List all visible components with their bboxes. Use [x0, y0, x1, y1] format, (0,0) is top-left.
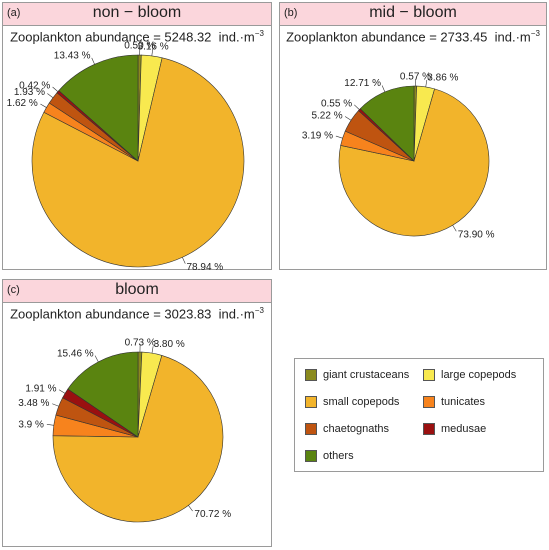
legend-label: medusae	[441, 423, 487, 435]
pie-chart-bloom: 0.73 %3.80 % 70.72 % 3.9 % 3.48 % 1.91 % 15.4…	[18, 338, 231, 523]
legend-swatch	[423, 423, 435, 435]
panel-non-bloom: (a) non − bloom Zooplankton abundance = …	[2, 2, 272, 273]
panel-title: mid − bloom	[369, 4, 457, 21]
panel-letter: (b)	[284, 7, 298, 19]
abundance-value: Zooplankton abundance = 5248.32	[10, 29, 212, 45]
pie-chart-mid-bloom: 0.57 %3.86 % 73.90 % 3.19 % 5.22 %0.55 % 12.…	[302, 72, 495, 241]
abundance-unit: ind.·m	[218, 306, 255, 322]
slice-label-medusae: 0.42 %	[19, 81, 50, 92]
slice-label-others: 12.71 %	[344, 78, 381, 89]
label-leader-line	[52, 86, 59, 92]
label-leader-line	[344, 116, 352, 121]
label-leader-line	[94, 355, 99, 362]
slice-label-others: 13.43 %	[54, 51, 91, 62]
legend-swatch	[423, 369, 435, 381]
pie-chart-non-bloom: 0.50 %3.16 % 78.94 % 1.62 %1.93 %0.42 % 13.…	[7, 41, 245, 273]
label-leader-line	[91, 57, 95, 65]
legend-swatch	[305, 450, 317, 462]
panel-bloom: (c) bloom Zooplankton abundance = 3023.8…	[2, 279, 272, 547]
pie-slice-small-copepods	[338, 88, 490, 237]
slice-label-medusae: 0.55 %	[321, 98, 352, 109]
legend-label: others	[323, 450, 354, 462]
legend-item-chaetognaths: chaetognaths	[305, 423, 389, 435]
slice-label-medusae: 1.91 %	[25, 384, 56, 395]
label-leader-line	[40, 103, 47, 108]
abundance-value: Zooplankton abundance = 2733.45	[286, 29, 488, 45]
label-leader-line	[47, 93, 54, 98]
legend: giant crustaceans large copepods small c…	[294, 358, 544, 472]
slice-label-small-copepods: 73.90 %	[458, 229, 495, 240]
label-leader-line	[188, 505, 193, 512]
legend-item-small-copepods: small copepods	[305, 396, 399, 408]
label-leader-line	[354, 104, 360, 110]
pie-slice-others	[67, 351, 139, 438]
legend-swatch	[305, 423, 317, 435]
label-leader-line	[182, 257, 186, 264]
panel-header: (a) non − bloom	[3, 3, 271, 26]
legend-swatch	[305, 369, 317, 381]
panel-letter: (c)	[7, 284, 20, 296]
legend-item-large-copepods: large copepods	[423, 369, 516, 381]
legend-label: chaetognaths	[323, 423, 390, 435]
panel-header: (c) bloom	[3, 280, 271, 303]
panel-title: non − bloom	[92, 4, 182, 21]
label-leader-line	[425, 79, 428, 87]
slice-label-chaetognaths: 5.22 %	[311, 110, 342, 121]
label-leader-line	[381, 85, 386, 93]
slice-label-others: 15.46 %	[57, 349, 94, 360]
legend-label: giant crustaceans	[323, 369, 410, 381]
pie-slice-small-copepods	[52, 355, 224, 523]
label-leader-line	[452, 225, 457, 232]
slice-label-tunicates: 3.9 %	[18, 419, 44, 430]
abundance-subtitle: Zooplankton abundance = 3023.83 ind.·m−3	[3, 306, 271, 321]
abundance-exponent: −3	[254, 29, 264, 38]
legend-item-tunicates: tunicates	[423, 396, 485, 408]
slice-label-giant-crustaceans: 0.57 %	[400, 72, 431, 83]
pie-slice-others	[359, 85, 415, 162]
legend-swatch	[423, 396, 435, 408]
slice-label-chaetognaths: 3.48 %	[18, 398, 49, 409]
abundance-subtitle: Zooplankton abundance = 2733.45 ind.·m−3	[280, 29, 546, 44]
slice-label-giant-crustaceans: 0.73 %	[125, 338, 156, 349]
panel-mid-bloom: (b) mid − bloom Zooplankton abundance = …	[279, 2, 547, 270]
slice-label-small-copepods: 78.94 %	[187, 262, 224, 273]
pie-slice-others	[58, 54, 139, 162]
slice-label-tunicates: 3.19 %	[302, 131, 333, 142]
legend-label: tunicates	[441, 396, 486, 408]
label-leader-line	[46, 424, 54, 426]
panel-header: (b) mid − bloom	[280, 3, 546, 26]
slice-label-small-copepods: 70.72 %	[194, 509, 231, 520]
abundance-unit: ind.·m	[494, 29, 531, 45]
abundance-unit: ind.·m	[218, 29, 255, 45]
label-leader-line	[151, 48, 154, 56]
legend-label: small copepods	[323, 396, 400, 408]
label-leader-line	[335, 135, 343, 139]
legend-label: large copepods	[441, 369, 517, 381]
abundance-value: Zooplankton abundance = 3023.83	[10, 306, 212, 322]
slice-label-large-copepods: 3.86 %	[427, 73, 458, 84]
panel-title: bloom	[115, 281, 159, 298]
abundance-subtitle: Zooplankton abundance = 5248.32 ind.·m−3	[3, 29, 271, 44]
slice-label-chaetognaths: 1.93 %	[14, 87, 45, 98]
label-leader-line	[52, 403, 59, 407]
legend-item-giant-crustaceans: giant crustaceans	[305, 369, 409, 381]
label-leader-line	[58, 389, 66, 394]
legend-item-others: others	[305, 450, 354, 462]
label-leader-line	[151, 346, 154, 354]
legend-swatch	[305, 396, 317, 408]
slice-label-tunicates: 1.62 %	[7, 98, 38, 109]
legend-item-medusae: medusae	[423, 423, 486, 435]
slice-label-giant-crustaceans: 0.50 %	[124, 41, 155, 52]
abundance-exponent: −3	[254, 306, 264, 315]
slice-label-large-copepods: 3.16 %	[138, 42, 169, 53]
slice-label-large-copepods: 3.80 %	[154, 339, 185, 350]
panel-letter: (a)	[7, 7, 21, 19]
abundance-exponent: −3	[530, 29, 540, 38]
